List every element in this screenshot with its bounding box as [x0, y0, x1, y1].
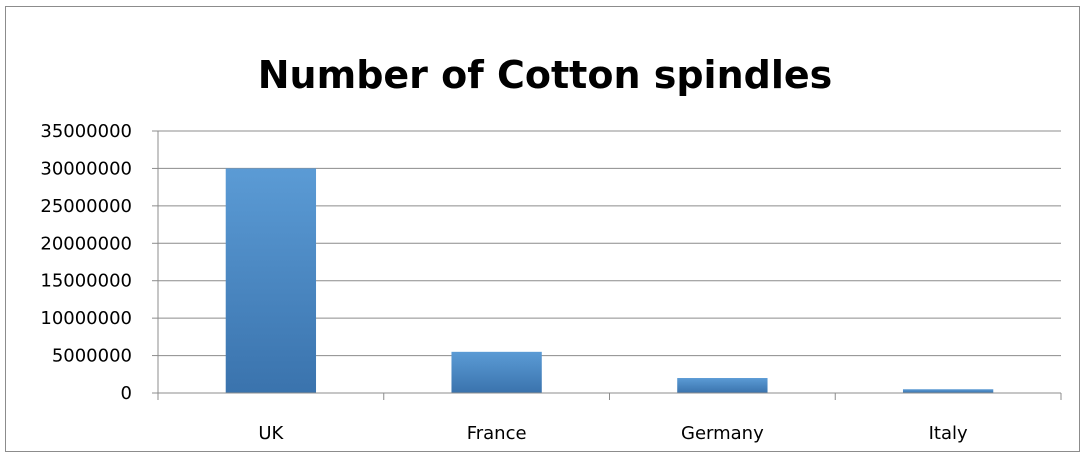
y-tick-label: 0	[121, 383, 132, 404]
y-tick-label: 10000000	[40, 308, 132, 329]
y-tick-label: 35000000	[40, 121, 132, 142]
bar-france	[451, 351, 542, 393]
chart-title: Number of Cotton spindles	[258, 53, 833, 97]
y-tick-label: 5000000	[52, 346, 132, 367]
y-tick-label: 20000000	[40, 233, 132, 254]
x-axis-ticks: UK France Germany Italy	[157, 393, 1062, 444]
bar-germany	[677, 378, 768, 393]
y-tick-label: 25000000	[40, 196, 132, 217]
bar-italy	[902, 389, 994, 393]
y-tick-label: 15000000	[40, 271, 132, 292]
x-tick-label: Germany	[681, 423, 764, 444]
x-tick-label: UK	[258, 423, 284, 444]
chart-frame	[5, 6, 1080, 452]
y-axis-ticks: 0 5000000 10000000 15000000 20000000 25000000…	[40, 121, 158, 404]
bars	[225, 168, 994, 393]
bar-uk	[225, 168, 317, 393]
x-tick-label: Italy	[929, 423, 968, 444]
y-tick-label: 30000000	[40, 158, 132, 179]
x-tick-label: France	[467, 423, 527, 444]
